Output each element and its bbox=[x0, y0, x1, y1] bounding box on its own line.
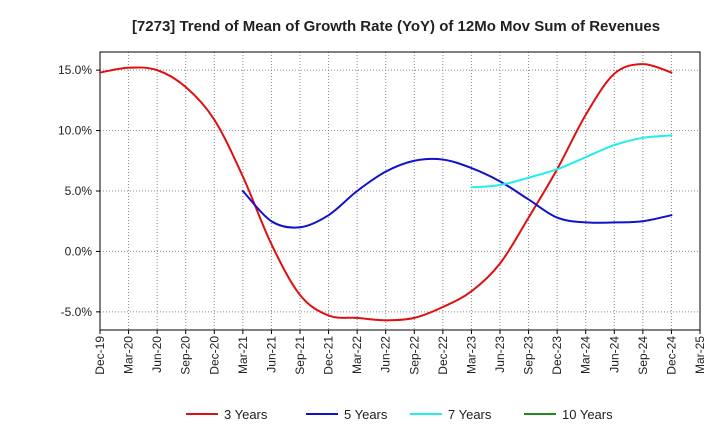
grid-layer bbox=[100, 52, 700, 330]
x-axis-ticks: Dec-19 Mar-20 Jun-20 Sep-20 Dec-20 Mar-21 Jun-… bbox=[93, 330, 707, 375]
y-tick-label: -5.0% bbox=[61, 305, 93, 319]
legend-label-10-years: 10 Years bbox=[562, 407, 613, 422]
series-layer bbox=[99, 63, 673, 322]
legend-label-5-years: 5 Years bbox=[344, 407, 388, 422]
x-tick-label: Dec-20 bbox=[207, 336, 221, 375]
x-tick-label: Dec-23 bbox=[550, 336, 564, 375]
x-tick-label: Jun-23 bbox=[493, 336, 507, 373]
legend: 3 Years 5 Years 7 Years 10 Years bbox=[186, 407, 613, 422]
x-tick-label: Dec-19 bbox=[93, 336, 107, 375]
x-tick-label: Mar-22 bbox=[350, 336, 364, 374]
legend-label-7-years: 7 Years bbox=[448, 407, 492, 422]
y-tick-label: 10.0% bbox=[58, 124, 92, 138]
series-line-7-years bbox=[470, 134, 673, 189]
x-tick-label: Sep-21 bbox=[293, 336, 307, 375]
y-axis-ticks: -5.0% 0.0% 5.0% 10.0% 15.0% bbox=[58, 63, 100, 319]
x-tick-label: Sep-24 bbox=[636, 336, 650, 375]
x-tick-label: Mar-21 bbox=[236, 336, 250, 374]
y-tick-label: 0.0% bbox=[65, 244, 93, 258]
x-tick-label: Dec-22 bbox=[436, 336, 450, 375]
x-tick-label: Jun-21 bbox=[264, 336, 278, 373]
x-tick-label: Sep-20 bbox=[179, 336, 193, 375]
x-tick-label: Jun-22 bbox=[379, 336, 393, 373]
x-tick-label: Mar-24 bbox=[579, 336, 593, 374]
x-tick-label: Mar-23 bbox=[464, 336, 478, 374]
x-tick-label: Mar-25 bbox=[693, 336, 707, 374]
x-tick-label: Jun-20 bbox=[150, 336, 164, 373]
series-line-3-years bbox=[99, 63, 673, 322]
x-tick-label: Mar-20 bbox=[122, 336, 136, 374]
series-line-5-years bbox=[241, 157, 673, 229]
x-tick-label: Jun-24 bbox=[607, 336, 621, 373]
y-tick-label: 5.0% bbox=[65, 184, 93, 198]
y-tick-label: 15.0% bbox=[58, 63, 92, 77]
x-tick-label: Dec-24 bbox=[664, 336, 678, 375]
legend-label-3-years: 3 Years bbox=[224, 407, 268, 422]
chart-title: [7273] Trend of Mean of Growth Rate (YoY… bbox=[132, 18, 660, 35]
x-tick-label: Sep-23 bbox=[522, 336, 536, 375]
x-tick-label: Dec-21 bbox=[322, 336, 336, 375]
x-tick-label: Sep-22 bbox=[407, 336, 421, 375]
